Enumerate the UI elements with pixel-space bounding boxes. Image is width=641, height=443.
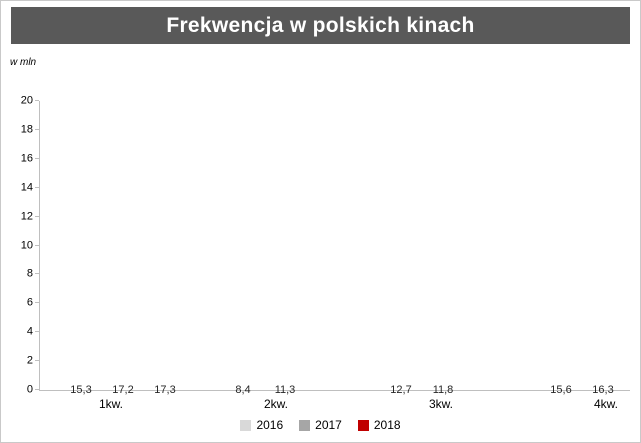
y-tick-mark xyxy=(35,215,39,217)
legend-label-2018: 2018 xyxy=(373,418,401,432)
legend-swatch-2018 xyxy=(357,419,369,431)
legend: 2016 2017 2018 xyxy=(1,418,640,432)
bar-value-label: 12,7 xyxy=(390,384,412,396)
plot-area: 15,3 17,2 17,3 8,4 11,3 12,7 11,8 15,6 16,3 0 2 4 6… xyxy=(21,95,630,396)
bar-value-label: 11,8 xyxy=(432,384,454,396)
x-axis-label-1kw: 1kw. xyxy=(98,397,123,411)
y-tick-label: 8 xyxy=(26,267,33,280)
bar-value-label: 17,3 xyxy=(154,384,176,396)
y-tick-mark xyxy=(35,186,39,188)
y-tick-label: 0 xyxy=(26,383,33,396)
y-tick-mark xyxy=(35,244,39,246)
bar-value-label: 17,2 xyxy=(112,384,134,396)
y-tick-label: 16 xyxy=(20,152,33,165)
y-tick-label: 18 xyxy=(20,123,33,136)
x-axis-label-2kw: 2kw. xyxy=(263,397,288,411)
bar-value-label: 15,6 xyxy=(550,384,572,396)
x-axis-label-3kw: 3kw. xyxy=(428,397,453,411)
legend-label-2016: 2016 xyxy=(256,418,284,432)
legend-item-2016: 2016 xyxy=(240,418,283,432)
bar-value-label: 15,3 xyxy=(70,384,92,396)
legend-item-2017: 2017 xyxy=(299,418,342,432)
bar-series-layer: 15,3 17,2 17,3 8,4 11,3 12,7 11,8 15,6 16,3 xyxy=(40,101,630,396)
x-axis-label-4kw: 4kw. xyxy=(593,397,618,411)
bar-value-label: 8,4 xyxy=(235,384,251,396)
y-tick-label: 10 xyxy=(20,239,33,251)
bar-value-label: 11,3 xyxy=(274,384,296,396)
y-tick-label: 20 xyxy=(20,94,33,107)
y-tick-label: 6 xyxy=(26,296,33,309)
y-tick-mark xyxy=(35,128,39,130)
y-tick-mark xyxy=(35,360,39,362)
y-tick-mark xyxy=(35,302,39,304)
legend-label-2017: 2017 xyxy=(315,418,342,432)
y-tick-label: 12 xyxy=(20,210,33,223)
legend-swatch-2017 xyxy=(299,419,311,431)
legend-item-2018: 2018 xyxy=(357,418,401,432)
y-tick-mark xyxy=(35,331,39,333)
y-tick-mark xyxy=(35,100,39,101)
y-tick-label: 4 xyxy=(26,325,33,338)
y-tick-mark xyxy=(35,273,39,275)
y-tick-label: 2 xyxy=(26,354,33,367)
y-tick-mark xyxy=(35,157,39,159)
y-tick-mark xyxy=(35,389,39,390)
legend-swatch-2016 xyxy=(240,419,252,431)
y-axis-unit-label: w mln xyxy=(10,57,37,68)
bar-value-label: 16,3 xyxy=(592,384,614,396)
y-tick-label: 14 xyxy=(20,181,33,194)
x-axis-labels: 1kw. 2kw. 3kw. 4kw. xyxy=(39,397,630,413)
chart-title: Frekwencja w polskich kinach xyxy=(11,7,630,44)
